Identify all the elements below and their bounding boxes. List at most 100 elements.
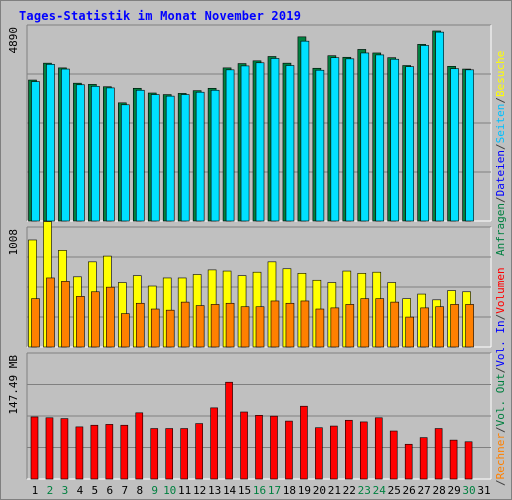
bar-dateien-day-10 bbox=[165, 95, 175, 222]
bar-rechner-day-6 bbox=[106, 286, 115, 348]
day-label-7: 7 bbox=[121, 484, 128, 497]
bar-rechner-day-5 bbox=[91, 291, 100, 348]
bar-volumen-day-19 bbox=[300, 405, 308, 480]
bar-dateien-day-3 bbox=[61, 68, 70, 222]
bar-volumen-day-28 bbox=[434, 428, 443, 480]
bar-rechner-day-7 bbox=[121, 313, 130, 348]
day-label-16: 16 bbox=[253, 484, 266, 497]
bar-rechner-day-28 bbox=[435, 306, 444, 348]
bar-volumen-day-10 bbox=[165, 428, 174, 480]
bar-rechner-day-17 bbox=[270, 300, 280, 348]
day-label-30: 30 bbox=[462, 484, 475, 497]
bar-dateien-day-15 bbox=[240, 65, 250, 222]
legend-top-part-1: / bbox=[494, 196, 507, 203]
day-label-15: 15 bbox=[238, 484, 251, 497]
bar-dateien-day-26 bbox=[405, 66, 414, 222]
day-label-21: 21 bbox=[328, 484, 341, 497]
legend-top-part-3: / bbox=[494, 143, 507, 150]
bar-dateien-day-5 bbox=[91, 86, 100, 222]
legend-top-part-5: / bbox=[494, 97, 507, 104]
bar-volumen-day-23 bbox=[359, 421, 368, 480]
bar-dateien-day-2 bbox=[46, 64, 55, 222]
legend-top-part-4: Seiten bbox=[494, 104, 507, 144]
bar-dateien-day-30 bbox=[465, 69, 474, 222]
legend-top: Anfragen/Dateien/Seiten/Besuche bbox=[494, 51, 507, 256]
day-label-23: 23 bbox=[358, 484, 371, 497]
bar-rechner-day-19 bbox=[300, 300, 310, 348]
bar-dateien-day-24 bbox=[375, 54, 385, 222]
legend-bottom-part-4: / bbox=[494, 367, 507, 374]
bar-dateien-day-11 bbox=[180, 94, 190, 222]
bar-volumen-day-20 bbox=[315, 427, 323, 480]
bar-dateien-day-7 bbox=[121, 104, 130, 222]
legend-bottom-part-2: / bbox=[494, 426, 507, 433]
bar-volumen-day-8 bbox=[135, 412, 144, 480]
day-label-5: 5 bbox=[92, 484, 99, 497]
day-label-2: 2 bbox=[47, 484, 54, 497]
bar-rechner-day-23 bbox=[360, 298, 370, 348]
legend-bottom-part-0: / bbox=[494, 479, 507, 486]
bar-volumen-day-30 bbox=[464, 441, 473, 480]
bar-volumen-day-13 bbox=[210, 407, 218, 480]
day-label-12: 12 bbox=[193, 484, 206, 497]
day-label-4: 4 bbox=[77, 484, 84, 497]
day-label-13: 13 bbox=[208, 484, 221, 497]
bar-volumen-day-27 bbox=[419, 437, 428, 480]
legend-bottom-part-5: Vol. In bbox=[494, 320, 507, 366]
day-label-24: 24 bbox=[373, 484, 387, 497]
bar-dateien-day-14 bbox=[225, 69, 235, 222]
bar-rechner-day-14 bbox=[225, 302, 235, 348]
bar-dateien-day-28 bbox=[435, 31, 444, 222]
bar-dateien-day-19 bbox=[300, 40, 310, 222]
day-label-8: 8 bbox=[136, 484, 143, 497]
bar-dateien-day-8 bbox=[135, 89, 145, 222]
bar-volumen-day-7 bbox=[120, 424, 129, 480]
bar-rechner-day-22 bbox=[345, 304, 355, 348]
legend-top-part-6: Besuche bbox=[494, 51, 507, 97]
bar-rechner-day-18 bbox=[285, 302, 295, 348]
day-label-11: 11 bbox=[178, 484, 191, 497]
bar-dateien-day-27 bbox=[420, 45, 429, 222]
bar-volumen-day-24 bbox=[374, 417, 383, 480]
bar-volumen-day-25 bbox=[389, 430, 398, 480]
bar-dateien-day-18 bbox=[285, 65, 295, 222]
bar-volumen-day-11 bbox=[180, 428, 188, 480]
bar-rechner-day-3 bbox=[61, 281, 70, 348]
bar-volumen-day-17 bbox=[270, 415, 278, 480]
bar-volumen-day-2 bbox=[45, 417, 54, 480]
bar-rechner-day-1 bbox=[31, 298, 40, 348]
bar-rechner-day-8 bbox=[135, 302, 145, 348]
bar-volumen-day-4 bbox=[75, 426, 84, 480]
bar-dateien-day-9 bbox=[150, 94, 160, 222]
bar-dateien-day-17 bbox=[270, 58, 280, 222]
bar-volumen-day-29 bbox=[449, 439, 458, 480]
bar-rechner-day-27 bbox=[420, 307, 429, 348]
y-max-label-volume: 147.49 MB bbox=[7, 355, 20, 415]
bar-volumen-day-15 bbox=[240, 411, 248, 480]
bar-rechner-day-24 bbox=[375, 298, 385, 348]
day-label-22: 22 bbox=[343, 484, 356, 497]
chart-title: Tages-Statistik im Monat November 2019 bbox=[19, 9, 302, 23]
bar-dateien-day-1 bbox=[31, 81, 40, 222]
day-label-31: 31 bbox=[477, 484, 490, 497]
bar-volumen-day-12 bbox=[195, 423, 203, 480]
bar-rechner-day-12 bbox=[195, 305, 205, 348]
bar-volumen-day-5 bbox=[90, 424, 99, 480]
legend-bottom-part-3: Vol. Out bbox=[494, 373, 507, 426]
bar-dateien-day-13 bbox=[210, 89, 220, 222]
day-label-20: 20 bbox=[313, 484, 326, 497]
day-label-29: 29 bbox=[447, 484, 460, 497]
bar-dateien-day-21 bbox=[330, 57, 340, 222]
bar-rechner-day-20 bbox=[315, 308, 325, 348]
legend-top-part-2: Dateien bbox=[494, 150, 507, 196]
bar-volumen-day-16 bbox=[255, 415, 263, 480]
day-label-17: 17 bbox=[268, 484, 281, 497]
bar-rechner-day-4 bbox=[76, 296, 85, 348]
bar-dateien-day-12 bbox=[195, 91, 205, 222]
bar-rechner-day-25 bbox=[390, 301, 400, 348]
bar-dateien-day-23 bbox=[360, 52, 370, 222]
day-label-1: 1 bbox=[32, 484, 39, 497]
bar-volumen-day-3 bbox=[60, 418, 69, 480]
